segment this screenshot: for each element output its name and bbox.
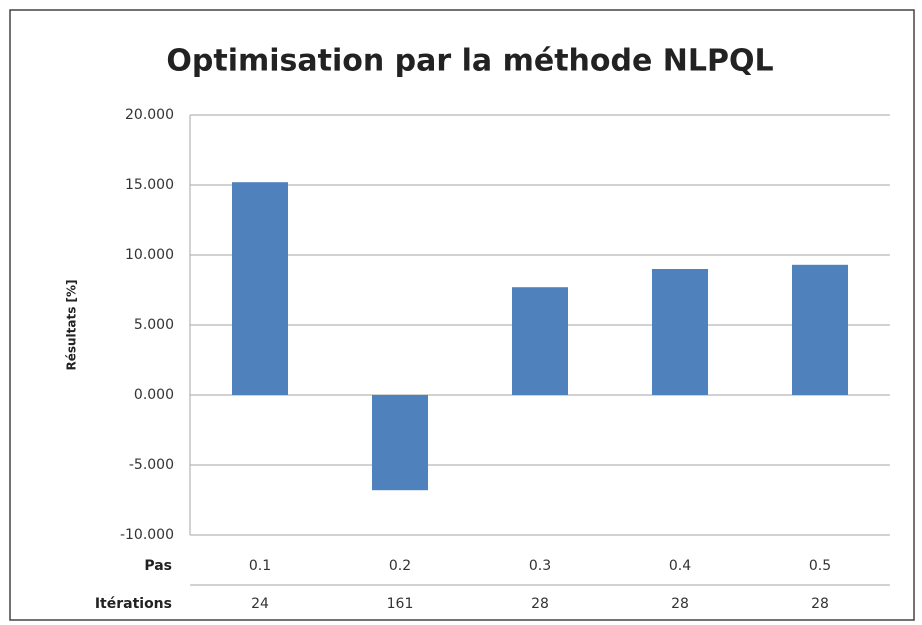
y-tick-label: 0.000 xyxy=(134,387,174,403)
y-tick-label: 5.000 xyxy=(134,317,174,333)
x-tick-label: 0.3 xyxy=(529,558,551,574)
y-axis-label: Résultats [%] xyxy=(65,279,79,370)
x-tick-label: 0.5 xyxy=(809,558,831,574)
iterations-label: 28 xyxy=(671,596,689,612)
y-tick-label: -5.000 xyxy=(129,457,174,473)
bar xyxy=(512,287,568,395)
chart-title: Optimisation par la méthode NLPQL xyxy=(166,44,773,79)
x-tick-label: 0.4 xyxy=(669,558,691,574)
y-tick-label: -10.000 xyxy=(120,527,174,543)
y-tick-label: 15.000 xyxy=(125,177,174,193)
x-tick-label: 0.1 xyxy=(249,558,271,574)
bar xyxy=(792,264,848,395)
y-tick-label: 20.000 xyxy=(125,107,174,123)
row-label: Itérations xyxy=(95,596,172,612)
bar xyxy=(652,269,708,395)
iterations-label: 28 xyxy=(531,596,549,612)
x-tick-label: 0.2 xyxy=(389,558,411,574)
bar xyxy=(372,395,428,491)
chart-frame xyxy=(9,9,915,621)
iterations-label: 161 xyxy=(387,596,414,612)
iterations-label: 28 xyxy=(811,596,829,612)
y-tick-label: 10.000 xyxy=(125,247,174,263)
bar xyxy=(232,182,288,395)
iterations-label: 24 xyxy=(251,596,269,612)
row-label: Pas xyxy=(144,558,172,574)
